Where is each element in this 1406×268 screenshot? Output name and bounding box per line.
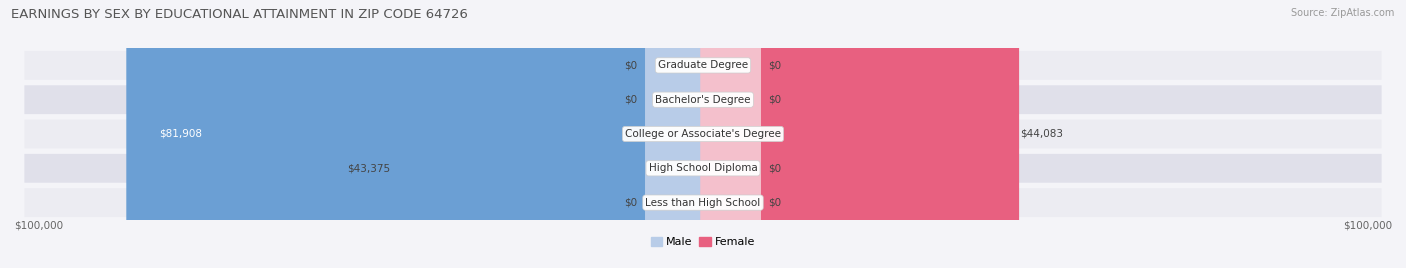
Text: $0: $0 [769,198,782,208]
FancyBboxPatch shape [700,0,761,268]
Text: Bachelor's Degree: Bachelor's Degree [655,95,751,105]
Text: $0: $0 [624,60,637,70]
FancyBboxPatch shape [645,0,706,268]
Legend: Male, Female: Male, Female [647,233,759,252]
Text: EARNINGS BY SEX BY EDUCATIONAL ATTAINMENT IN ZIP CODE 64726: EARNINGS BY SEX BY EDUCATIONAL ATTAINMEN… [11,8,468,21]
Text: $0: $0 [624,95,637,105]
Text: $43,375: $43,375 [347,163,391,173]
Text: $0: $0 [769,163,782,173]
Text: $81,908: $81,908 [159,129,202,139]
FancyBboxPatch shape [24,85,1382,114]
FancyBboxPatch shape [700,0,761,268]
FancyBboxPatch shape [127,0,716,268]
Text: $100,000: $100,000 [14,221,63,230]
Text: Less than High School: Less than High School [645,198,761,208]
FancyBboxPatch shape [700,0,761,268]
Text: $0: $0 [769,60,782,70]
FancyBboxPatch shape [690,0,1019,268]
FancyBboxPatch shape [24,154,1382,183]
FancyBboxPatch shape [24,188,1382,217]
Text: High School Diploma: High School Diploma [648,163,758,173]
Text: $0: $0 [624,198,637,208]
Text: $44,083: $44,083 [1021,129,1063,139]
Text: Graduate Degree: Graduate Degree [658,60,748,70]
Text: $0: $0 [769,95,782,105]
Text: $100,000: $100,000 [1343,221,1392,230]
FancyBboxPatch shape [24,120,1382,148]
FancyBboxPatch shape [645,0,706,268]
FancyBboxPatch shape [24,51,1382,80]
Text: College or Associate's Degree: College or Associate's Degree [626,129,780,139]
Text: Source: ZipAtlas.com: Source: ZipAtlas.com [1291,8,1395,18]
FancyBboxPatch shape [645,0,706,268]
FancyBboxPatch shape [392,0,716,268]
FancyBboxPatch shape [700,0,761,268]
